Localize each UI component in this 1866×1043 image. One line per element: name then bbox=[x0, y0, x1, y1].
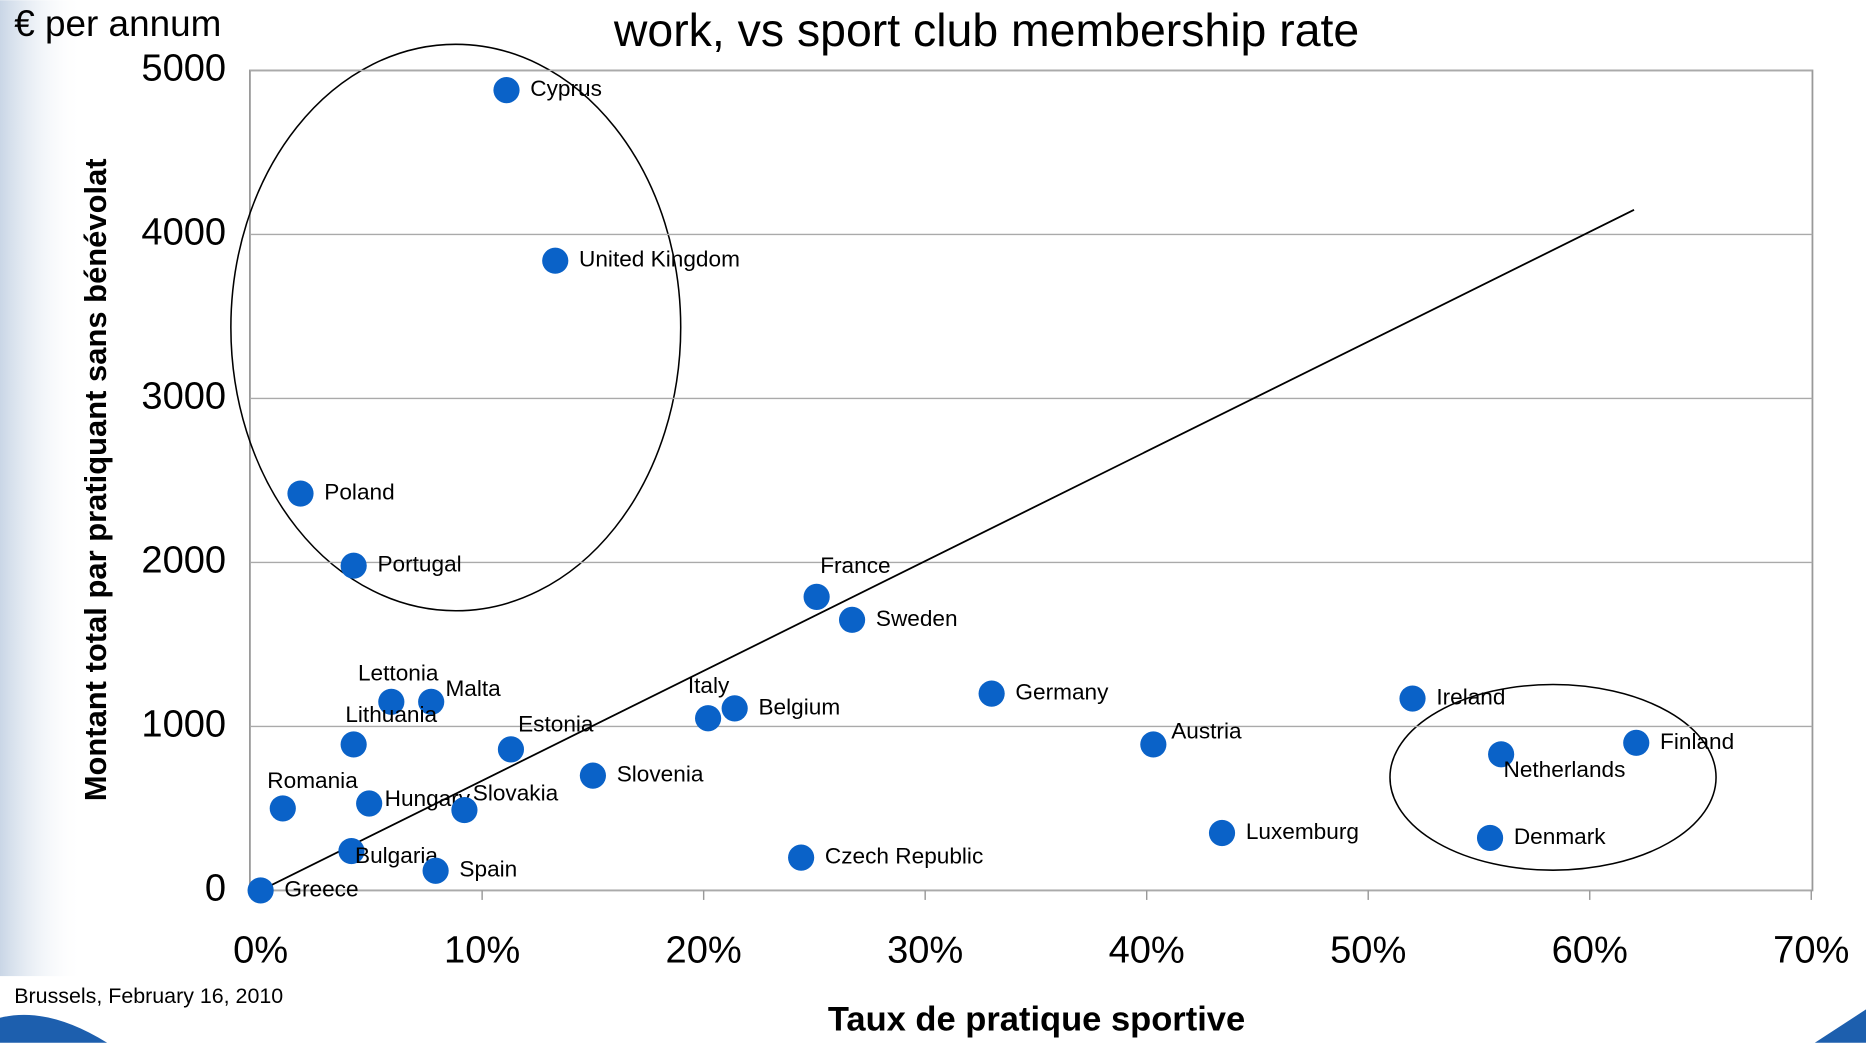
data-point bbox=[1488, 741, 1515, 768]
data-point bbox=[803, 583, 830, 610]
data-point bbox=[497, 736, 525, 763]
data-point bbox=[579, 762, 606, 789]
data-point bbox=[1399, 685, 1426, 712]
point-label: Sweden bbox=[876, 606, 958, 631]
data-point bbox=[1623, 729, 1650, 756]
point-label: France bbox=[820, 553, 890, 578]
background-image bbox=[0, 0, 84, 977]
y-axis-label: Montant total par pratiquant sans bénévo… bbox=[78, 158, 113, 801]
x-tick-label: 50% bbox=[1330, 929, 1406, 971]
data-point bbox=[422, 857, 449, 884]
data-point bbox=[838, 606, 866, 633]
data-point bbox=[247, 877, 274, 904]
data-point bbox=[493, 77, 520, 104]
data-point bbox=[978, 680, 1005, 707]
corner-decoration bbox=[0, 1014, 108, 1043]
data-point bbox=[356, 790, 383, 817]
point-label: Lithuania bbox=[345, 702, 437, 727]
point-label: Slovakia bbox=[473, 781, 559, 806]
x-axis-label: Taux de pratique sportive bbox=[828, 1000, 1245, 1038]
y-unit: € per annum bbox=[14, 3, 221, 44]
x-tick-label: 10% bbox=[444, 929, 520, 971]
point-label: Cyprus bbox=[530, 76, 602, 101]
point-label: Estonia bbox=[518, 712, 594, 737]
point-label: Ireland bbox=[1436, 685, 1505, 710]
highlight-ellipse bbox=[1389, 683, 1717, 871]
point-label: Spain bbox=[459, 857, 517, 882]
point-label: Romania bbox=[267, 768, 358, 793]
y-tick-label: 1000 bbox=[141, 703, 226, 745]
point-label: Czech Republic bbox=[825, 844, 983, 869]
data-point bbox=[542, 247, 569, 274]
data-point bbox=[721, 695, 748, 722]
data-point bbox=[340, 731, 367, 758]
y-tick-label: 5000 bbox=[141, 48, 226, 90]
point-label: Belgium bbox=[758, 694, 840, 719]
point-label: Austria bbox=[1171, 719, 1242, 744]
data-point bbox=[451, 796, 478, 824]
x-tick-label: 40% bbox=[1109, 929, 1185, 971]
highlight-ellipse bbox=[230, 43, 682, 612]
data-point bbox=[338, 837, 365, 865]
data-point bbox=[287, 480, 314, 507]
y-tick-label: 0 bbox=[205, 867, 226, 909]
data-point bbox=[788, 844, 815, 871]
x-tick-label: 60% bbox=[1552, 929, 1628, 971]
x-tick-label: 0% bbox=[233, 929, 288, 971]
trend-line bbox=[260, 209, 1635, 892]
y-tick-label: 2000 bbox=[141, 540, 226, 582]
point-label: Greece bbox=[284, 876, 358, 901]
point-label: Finland bbox=[1660, 729, 1734, 754]
point-label: Denmark bbox=[1514, 824, 1606, 849]
point-label: Lettonia bbox=[358, 660, 439, 685]
x-tick-label: 20% bbox=[666, 929, 742, 971]
point-label: Malta bbox=[445, 676, 501, 701]
x-tick-label: 30% bbox=[887, 929, 963, 971]
point-label: Germany bbox=[1015, 680, 1109, 705]
chart-title: work, vs sport club membership rate bbox=[613, 4, 1359, 56]
point-label: Bulgaria bbox=[355, 843, 438, 868]
data-point bbox=[1140, 731, 1167, 758]
data-point bbox=[340, 552, 367, 579]
point-label: Netherlands bbox=[1504, 757, 1626, 782]
point-label: United Kingdom bbox=[579, 247, 740, 272]
y-tick-label: 3000 bbox=[141, 376, 226, 418]
point-label: Luxemburg bbox=[1246, 819, 1359, 844]
data-point bbox=[1476, 824, 1504, 852]
point-label: Poland bbox=[324, 480, 394, 505]
footer: Brussels, February 16, 2010 bbox=[14, 984, 283, 1008]
point-label: Slovenia bbox=[617, 762, 704, 787]
data-point bbox=[269, 795, 296, 822]
data-point bbox=[378, 688, 405, 715]
data-point bbox=[1208, 819, 1236, 847]
y-tick-label: 4000 bbox=[141, 212, 226, 254]
data-point bbox=[694, 705, 722, 732]
point-label: Portugal bbox=[377, 552, 461, 577]
point-label: Italy bbox=[688, 673, 730, 698]
data-point bbox=[418, 688, 445, 715]
x-tick-label: 70% bbox=[1773, 929, 1849, 971]
